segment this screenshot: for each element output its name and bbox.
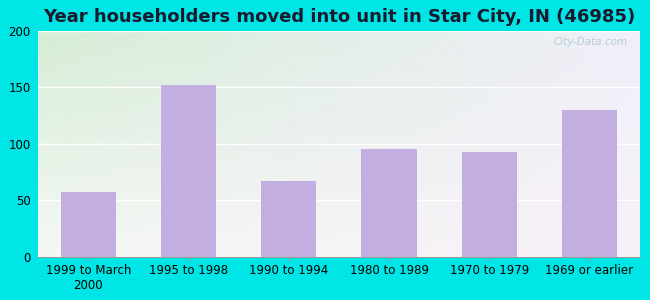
Bar (462, 152, 517, 257)
Bar (562, 110, 617, 257)
Bar (60, 192, 116, 257)
Bar (261, 181, 317, 257)
Bar (161, 85, 216, 257)
Text: City-Data.com: City-Data.com (553, 38, 627, 47)
Bar (361, 149, 417, 257)
Title: Year householders moved into unit in Star City, IN (46985): Year householders moved into unit in Sta… (43, 8, 635, 26)
